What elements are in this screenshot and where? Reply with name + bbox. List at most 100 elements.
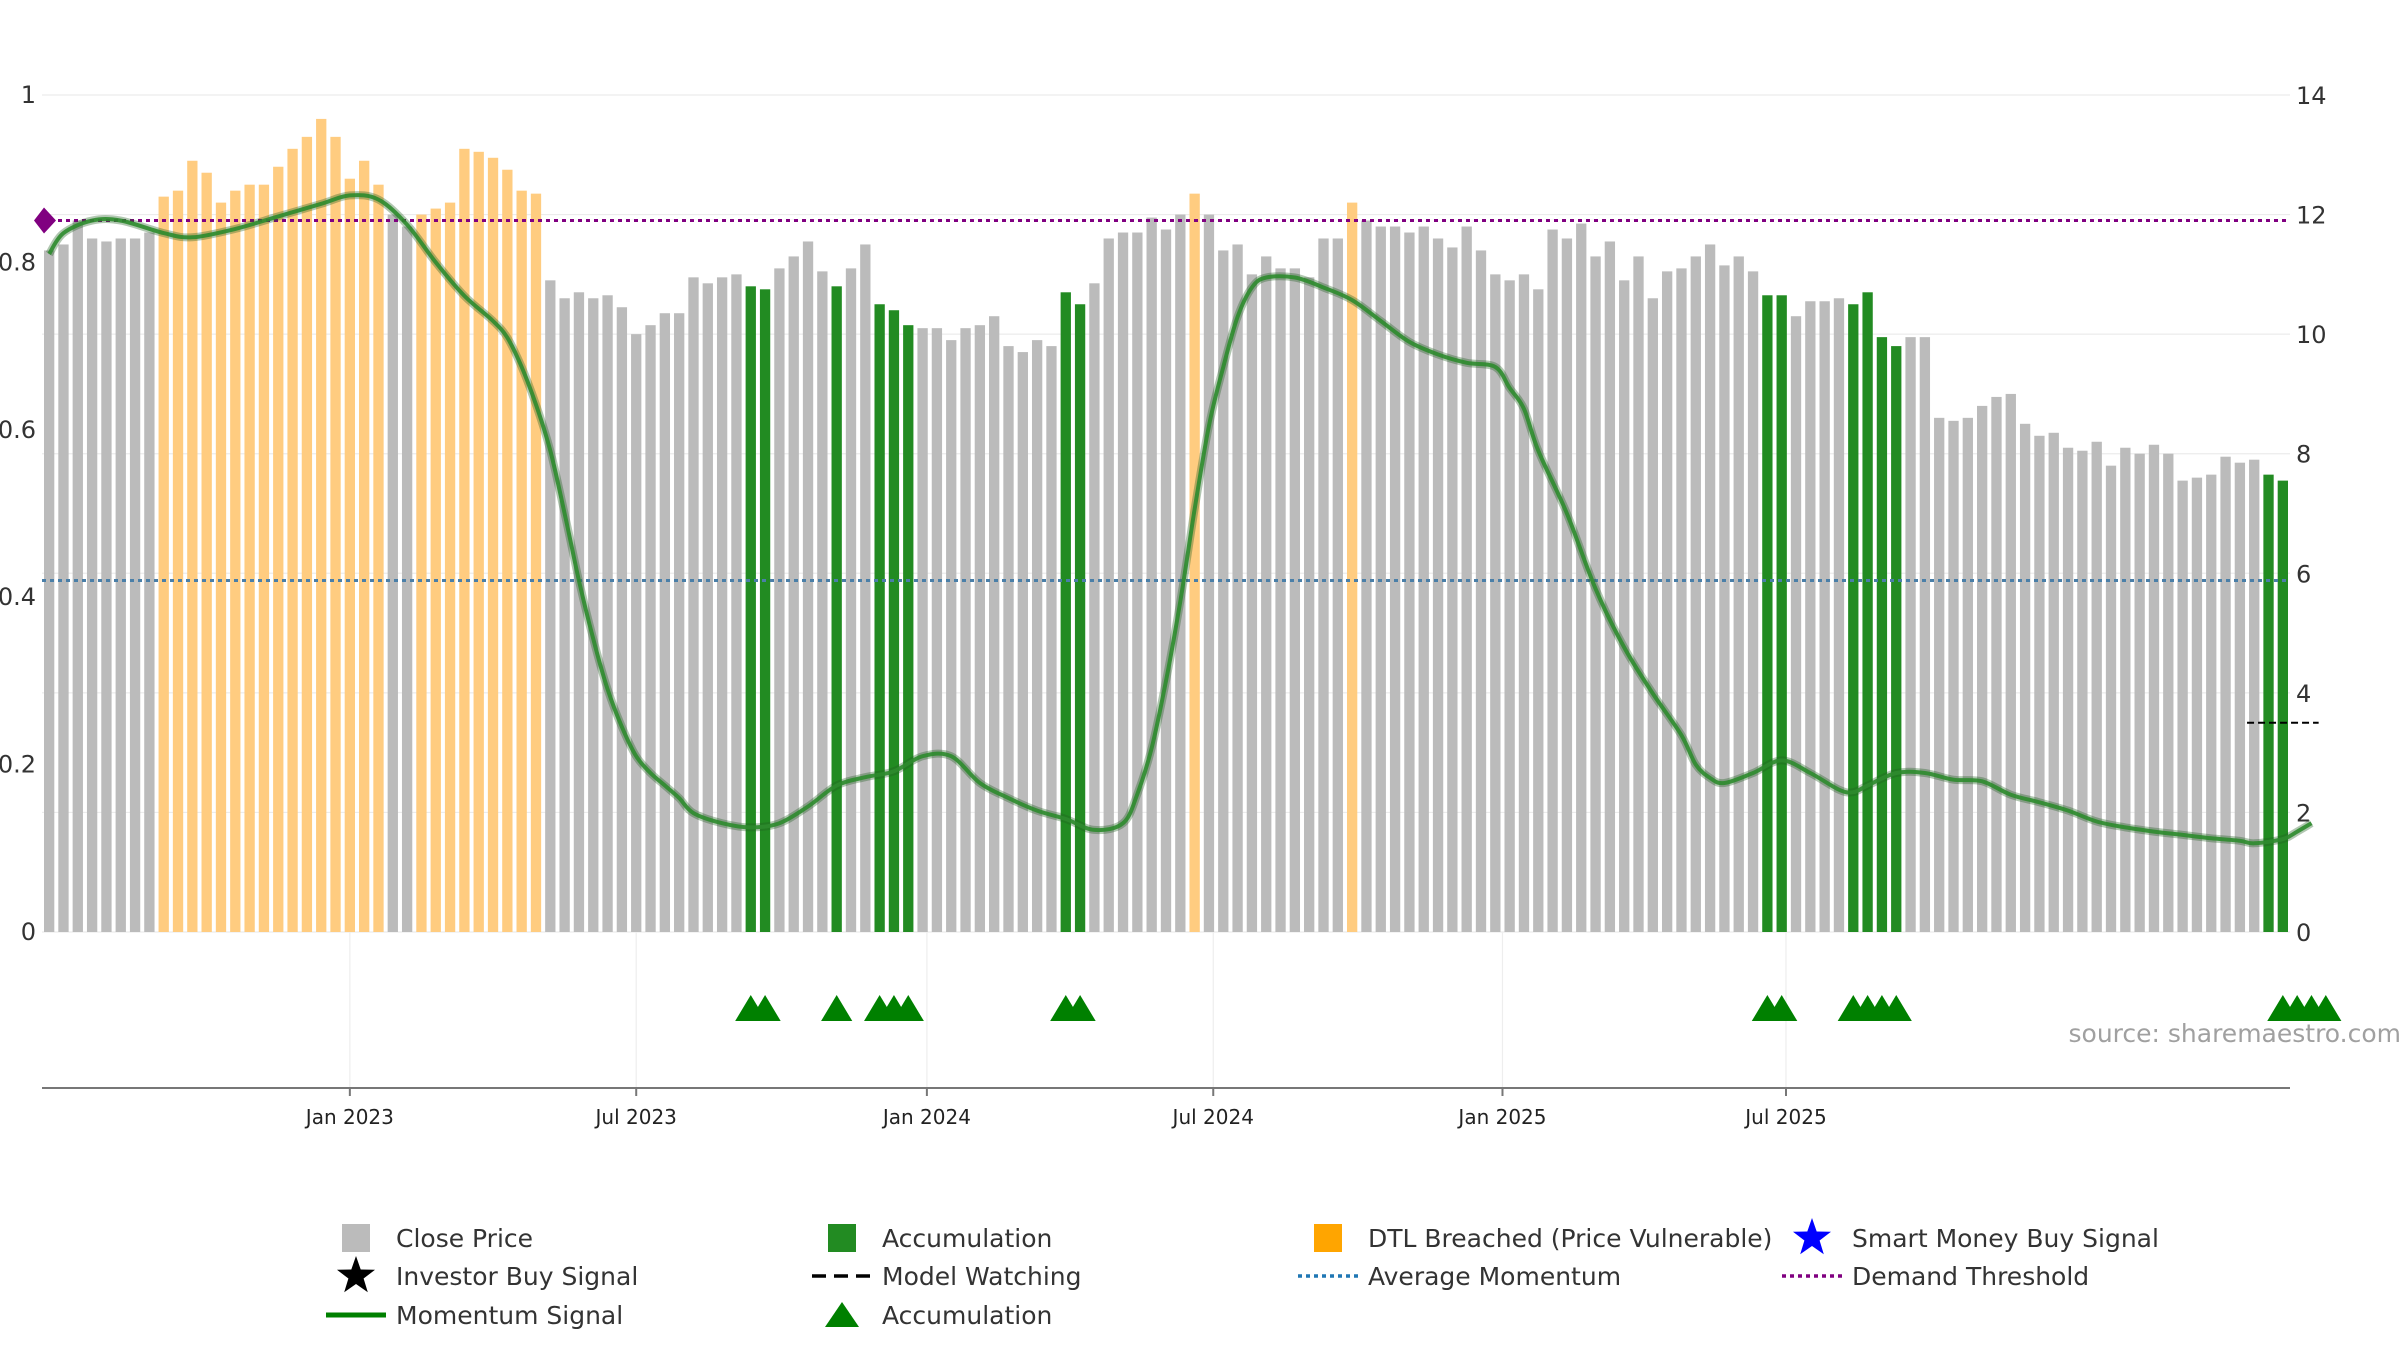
accumulation-bar	[1060, 292, 1071, 932]
close-price-bar	[659, 313, 671, 933]
close-price-bar	[144, 232, 155, 932]
accumulation-bar	[2277, 480, 2288, 932]
close-price-bar	[1361, 220, 1372, 933]
close-price-bar	[1604, 241, 1616, 933]
smart-money-buy-signal-legend-symbol	[1793, 1218, 1831, 1255]
source-label: source: sharemaestro.com	[2069, 1019, 2400, 1048]
close-price-bar	[788, 256, 799, 932]
left-axis-tick: 0	[21, 918, 36, 946]
close-price-bar	[1576, 223, 1587, 933]
accumulation-triangle	[2310, 995, 2342, 1021]
close-price-bar	[688, 277, 699, 933]
legend-label: Demand Threshold	[1852, 1262, 2089, 1291]
close-price-bar	[1504, 280, 1515, 933]
accumulation-bar	[888, 310, 900, 933]
left-axis-ticks: 0 0.2 0.4 0.6 0.8 1	[0, 81, 36, 946]
dtl-breached-bar	[330, 136, 341, 933]
close-price-bar	[1977, 405, 1988, 932]
close-price-bar	[1003, 346, 1014, 933]
right-axis-tick: 2	[2296, 799, 2311, 827]
close-price-bar	[2177, 480, 2188, 932]
legend-item: Smart Money Buy Signal	[1793, 1218, 2159, 1255]
close-price-bar	[1805, 301, 1816, 932]
accumulation-markers	[735, 995, 2342, 1021]
close-price-bar	[1318, 238, 1329, 933]
close-price-bar	[974, 325, 986, 932]
close-price-bar	[946, 340, 957, 932]
legend-item: Average Momentum	[1298, 1262, 1621, 1291]
close-price-bar	[559, 298, 570, 932]
dtl-breached-bar	[258, 184, 270, 932]
close-price-bar	[645, 325, 656, 932]
close-price-bar	[44, 250, 55, 932]
close-price-bar	[1089, 283, 1100, 932]
close-price-bar	[2148, 444, 2160, 932]
close-price-bar	[631, 334, 642, 932]
close-price-bar	[1031, 340, 1043, 932]
right-axis-tick: 14	[2296, 82, 2327, 110]
close-price-bar	[1175, 214, 1186, 932]
close-price-bar	[545, 280, 556, 933]
accumulation-bar	[903, 325, 914, 932]
close-price-bar	[1633, 256, 1644, 932]
close-price-bar	[2005, 393, 2016, 932]
legend-label: DTL Breached (Price Vulnerable)	[1368, 1224, 1772, 1253]
legend-item: Accumulation	[825, 1301, 1052, 1330]
dtl-breached-bar	[215, 202, 227, 933]
dtl-breached-bar	[516, 190, 527, 932]
close-price-bar	[931, 328, 943, 932]
close-price-bar	[989, 316, 1000, 933]
close-price-bar	[115, 238, 126, 933]
close-price-bar	[860, 244, 871, 932]
close-price-bar	[1232, 244, 1243, 932]
close-price-bar	[72, 220, 83, 933]
dtl-breached-bar	[359, 160, 370, 932]
momentum-signal-line	[47, 193, 2313, 846]
dtl-breached-bar	[316, 118, 327, 932]
close-price-bar	[1218, 250, 1229, 932]
close-price-bars	[44, 118, 2288, 933]
close-price-bar	[702, 283, 713, 932]
close-price-bar	[58, 244, 69, 932]
accumulation-bar	[759, 289, 771, 932]
close-price-bar	[1561, 238, 1573, 933]
close-price-bar	[2191, 477, 2203, 932]
x-axis-tick: Jan 2023	[304, 1105, 394, 1129]
dtl-breached-bar	[158, 196, 169, 932]
close-price-bar	[1833, 298, 1845, 932]
close-price-bar	[616, 307, 628, 932]
accumulation-bar	[1074, 304, 1086, 932]
close-price-bar	[1132, 232, 1143, 932]
close-price-bar	[1289, 268, 1301, 932]
legend-label: Accumulation	[882, 1224, 1052, 1253]
accumulation-triangle	[1064, 995, 1096, 1021]
dtl-breached-bar	[530, 193, 542, 932]
close-price-bar	[2062, 447, 2074, 932]
close-price-bar	[573, 292, 585, 932]
close-price-bar	[1733, 256, 1744, 932]
legend-label: Investor Buy Signal	[396, 1262, 638, 1291]
left-axis-tick: 0.4	[0, 583, 36, 611]
close-price-bar	[86, 238, 98, 933]
right-axis-tick: 6	[2296, 560, 2311, 588]
dtl-breached-bar	[287, 148, 298, 932]
dtl-breached-bar	[444, 202, 456, 933]
right-axis-tick: 8	[2296, 441, 2311, 469]
dtl-breached-price-vulnerable-legend-symbol	[1314, 1224, 1342, 1252]
accumulation-bar	[1891, 346, 1902, 933]
close-price-bar	[1991, 396, 2002, 932]
close-price-bar	[1046, 346, 1057, 933]
close-price-bar	[1919, 337, 1931, 932]
dtl-breached-bar	[430, 208, 441, 933]
close-price-bar	[2134, 453, 2145, 932]
close-price-bar	[1447, 247, 1458, 932]
right-axis-tick: 4	[2296, 680, 2311, 708]
legend-item: Close Price	[342, 1224, 533, 1253]
close-price-bar	[1905, 337, 1916, 932]
close-price-legend-symbol	[342, 1224, 370, 1252]
x-axis-tick: Jul 2023	[594, 1105, 677, 1129]
accumulation-bar	[1848, 304, 1859, 932]
legend-label: Smart Money Buy Signal	[1852, 1224, 2159, 1253]
dtl-breached-bar	[487, 157, 499, 932]
